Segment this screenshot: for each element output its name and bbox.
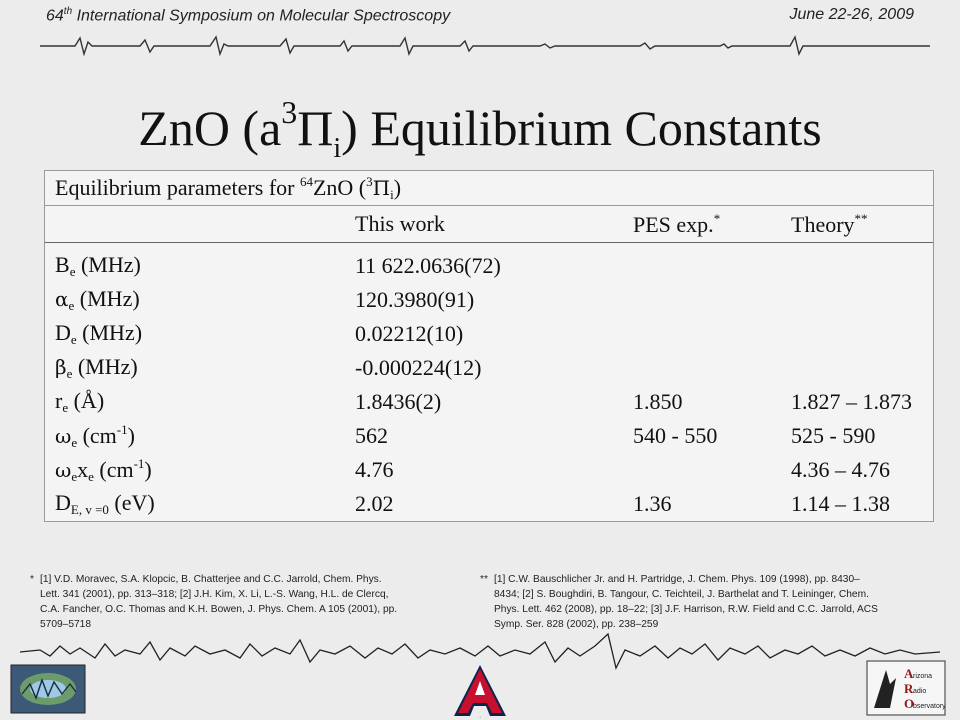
ua-logo-letter: A bbox=[479, 716, 481, 719]
footnote-pes-references: * [1] V.D. Moravec, S.A. Klopcic, B. Chat… bbox=[30, 572, 460, 632]
table-row: βe (MHz) -0.000224(12) bbox=[45, 351, 933, 385]
footnote-line: * [1] V.D. Moravec, S.A. Klopcic, B. Chat… bbox=[30, 574, 382, 585]
cell-theory bbox=[781, 317, 933, 351]
footnote-line: Lett. 341 (2001), pp. 313–318; [2] J.H. … bbox=[40, 589, 389, 600]
cell-pes bbox=[623, 351, 781, 385]
footnote-theory-references: ** [1] C.W. Bauschlicher Jr. and H. Partr… bbox=[480, 572, 930, 632]
table-row: ωexe (cm-1) 4.76 4.36 – 4.76 bbox=[45, 453, 933, 487]
param-be: Be (MHz) bbox=[55, 252, 141, 279]
aro-initial-r: R bbox=[904, 681, 914, 696]
aro-initial-o: O bbox=[904, 696, 914, 711]
footnote-line: Phys. Lett. 462 (2008), pp. 18–22; [3] J… bbox=[494, 604, 878, 615]
symposium-logo bbox=[10, 664, 86, 714]
cell-this-work: -0.000224(12) bbox=[355, 355, 482, 380]
footnote-line: ** [1] C.W. Bauschlicher Jr. and H. Partr… bbox=[480, 574, 860, 585]
table-row: ωe (cm-1) 562 540 - 550 525 - 590 bbox=[45, 419, 933, 453]
cell-pes: 540 - 550 bbox=[633, 423, 718, 448]
cell-this-work: 11 622.0636(72) bbox=[355, 253, 501, 278]
cell-theory: 1.827 – 1.873 bbox=[791, 389, 912, 414]
table-row: DE, v =0 (eV) 2.02 1.36 1.14 – 1.38 bbox=[45, 487, 933, 521]
table-caption: Equilibrium parameters for 64ZnO (3Πi) bbox=[45, 171, 933, 206]
table-caption-row: Equilibrium parameters for 64ZnO (3Πi) bbox=[45, 171, 933, 206]
header-pes: PES exp.* bbox=[623, 205, 781, 243]
header-parameter bbox=[45, 205, 345, 243]
cell-theory: 525 - 590 bbox=[791, 423, 876, 448]
cell-this-work: 2.02 bbox=[355, 491, 394, 516]
cell-this-work: 1.8436(2) bbox=[355, 389, 442, 414]
equilibrium-table: Equilibrium parameters for 64ZnO (3Πi) T… bbox=[44, 170, 934, 522]
conference-dates: June 22-26, 2009 bbox=[789, 6, 914, 23]
cell-pes bbox=[623, 243, 781, 284]
cell-this-work: 0.02212(10) bbox=[355, 321, 464, 346]
cell-theory bbox=[781, 283, 933, 317]
cell-theory: 4.36 – 4.76 bbox=[791, 457, 890, 482]
conference-name: 64th International Symposium on Molecula… bbox=[46, 6, 451, 25]
cell-theory bbox=[781, 243, 933, 284]
cell-pes bbox=[623, 317, 781, 351]
footnote-line: C.A. Fancher, O.C. Thomas and K.H. Bowen… bbox=[40, 604, 398, 615]
university-of-arizona-logo: A bbox=[454, 665, 506, 719]
cell-this-work: 562 bbox=[355, 423, 388, 448]
table-row: Be (MHz) 11 622.0636(72) bbox=[45, 243, 933, 284]
cell-pes: 1.850 bbox=[633, 389, 683, 414]
cell-pes bbox=[623, 283, 781, 317]
aro-line-2: adio bbox=[913, 688, 926, 695]
param-omega-e: ωe (cm-1) bbox=[55, 421, 135, 450]
aro-line-1: rizona bbox=[913, 673, 932, 680]
arizona-radio-observatory-logo: A rizona R adio O bservatory bbox=[866, 660, 946, 716]
slide-title: ZnO (a3Πi) Equilibrium Constants bbox=[138, 94, 822, 164]
table-header-row: This work PES exp.* Theory** bbox=[45, 205, 933, 243]
aro-initial-a: A bbox=[904, 666, 914, 681]
footnote-line: Symp. Ser. 828 (2002), pp. 238–259 bbox=[494, 619, 659, 630]
aro-line-3: bservatory bbox=[913, 703, 946, 710]
param-de-dissociation: DE, v =0 (eV) bbox=[55, 490, 155, 517]
table-row: αe (MHz) 120.3980(91) bbox=[45, 283, 933, 317]
param-de: De (MHz) bbox=[55, 320, 143, 347]
param-omega-e-xe: ωexe (cm-1) bbox=[55, 455, 152, 484]
param-alpha-e: αe (MHz) bbox=[55, 286, 140, 313]
cell-this-work: 120.3980(91) bbox=[355, 287, 475, 312]
spectrum-trace-top bbox=[40, 35, 930, 56]
table-row: re (Å) 1.8436(2) 1.850 1.827 – 1.873 bbox=[45, 385, 933, 419]
footnote-line: 5709–5718 bbox=[40, 619, 91, 630]
header-this-work: This work bbox=[345, 205, 623, 243]
cell-this-work: 4.76 bbox=[355, 457, 394, 482]
footnote-line: 8434; [2] S. Boughdiri, B. Tangour, C. T… bbox=[494, 589, 869, 600]
param-beta-e: βe (MHz) bbox=[55, 354, 138, 381]
table-row: De (MHz) 0.02212(10) bbox=[45, 317, 933, 351]
cell-theory bbox=[781, 351, 933, 385]
cell-theory: 1.14 – 1.38 bbox=[791, 491, 890, 516]
header-theory: Theory** bbox=[781, 205, 933, 243]
cell-pes bbox=[623, 453, 781, 487]
param-re: re (Å) bbox=[55, 388, 105, 415]
cell-pes: 1.36 bbox=[633, 491, 672, 516]
spectrum-trace-bottom bbox=[19, 632, 941, 670]
